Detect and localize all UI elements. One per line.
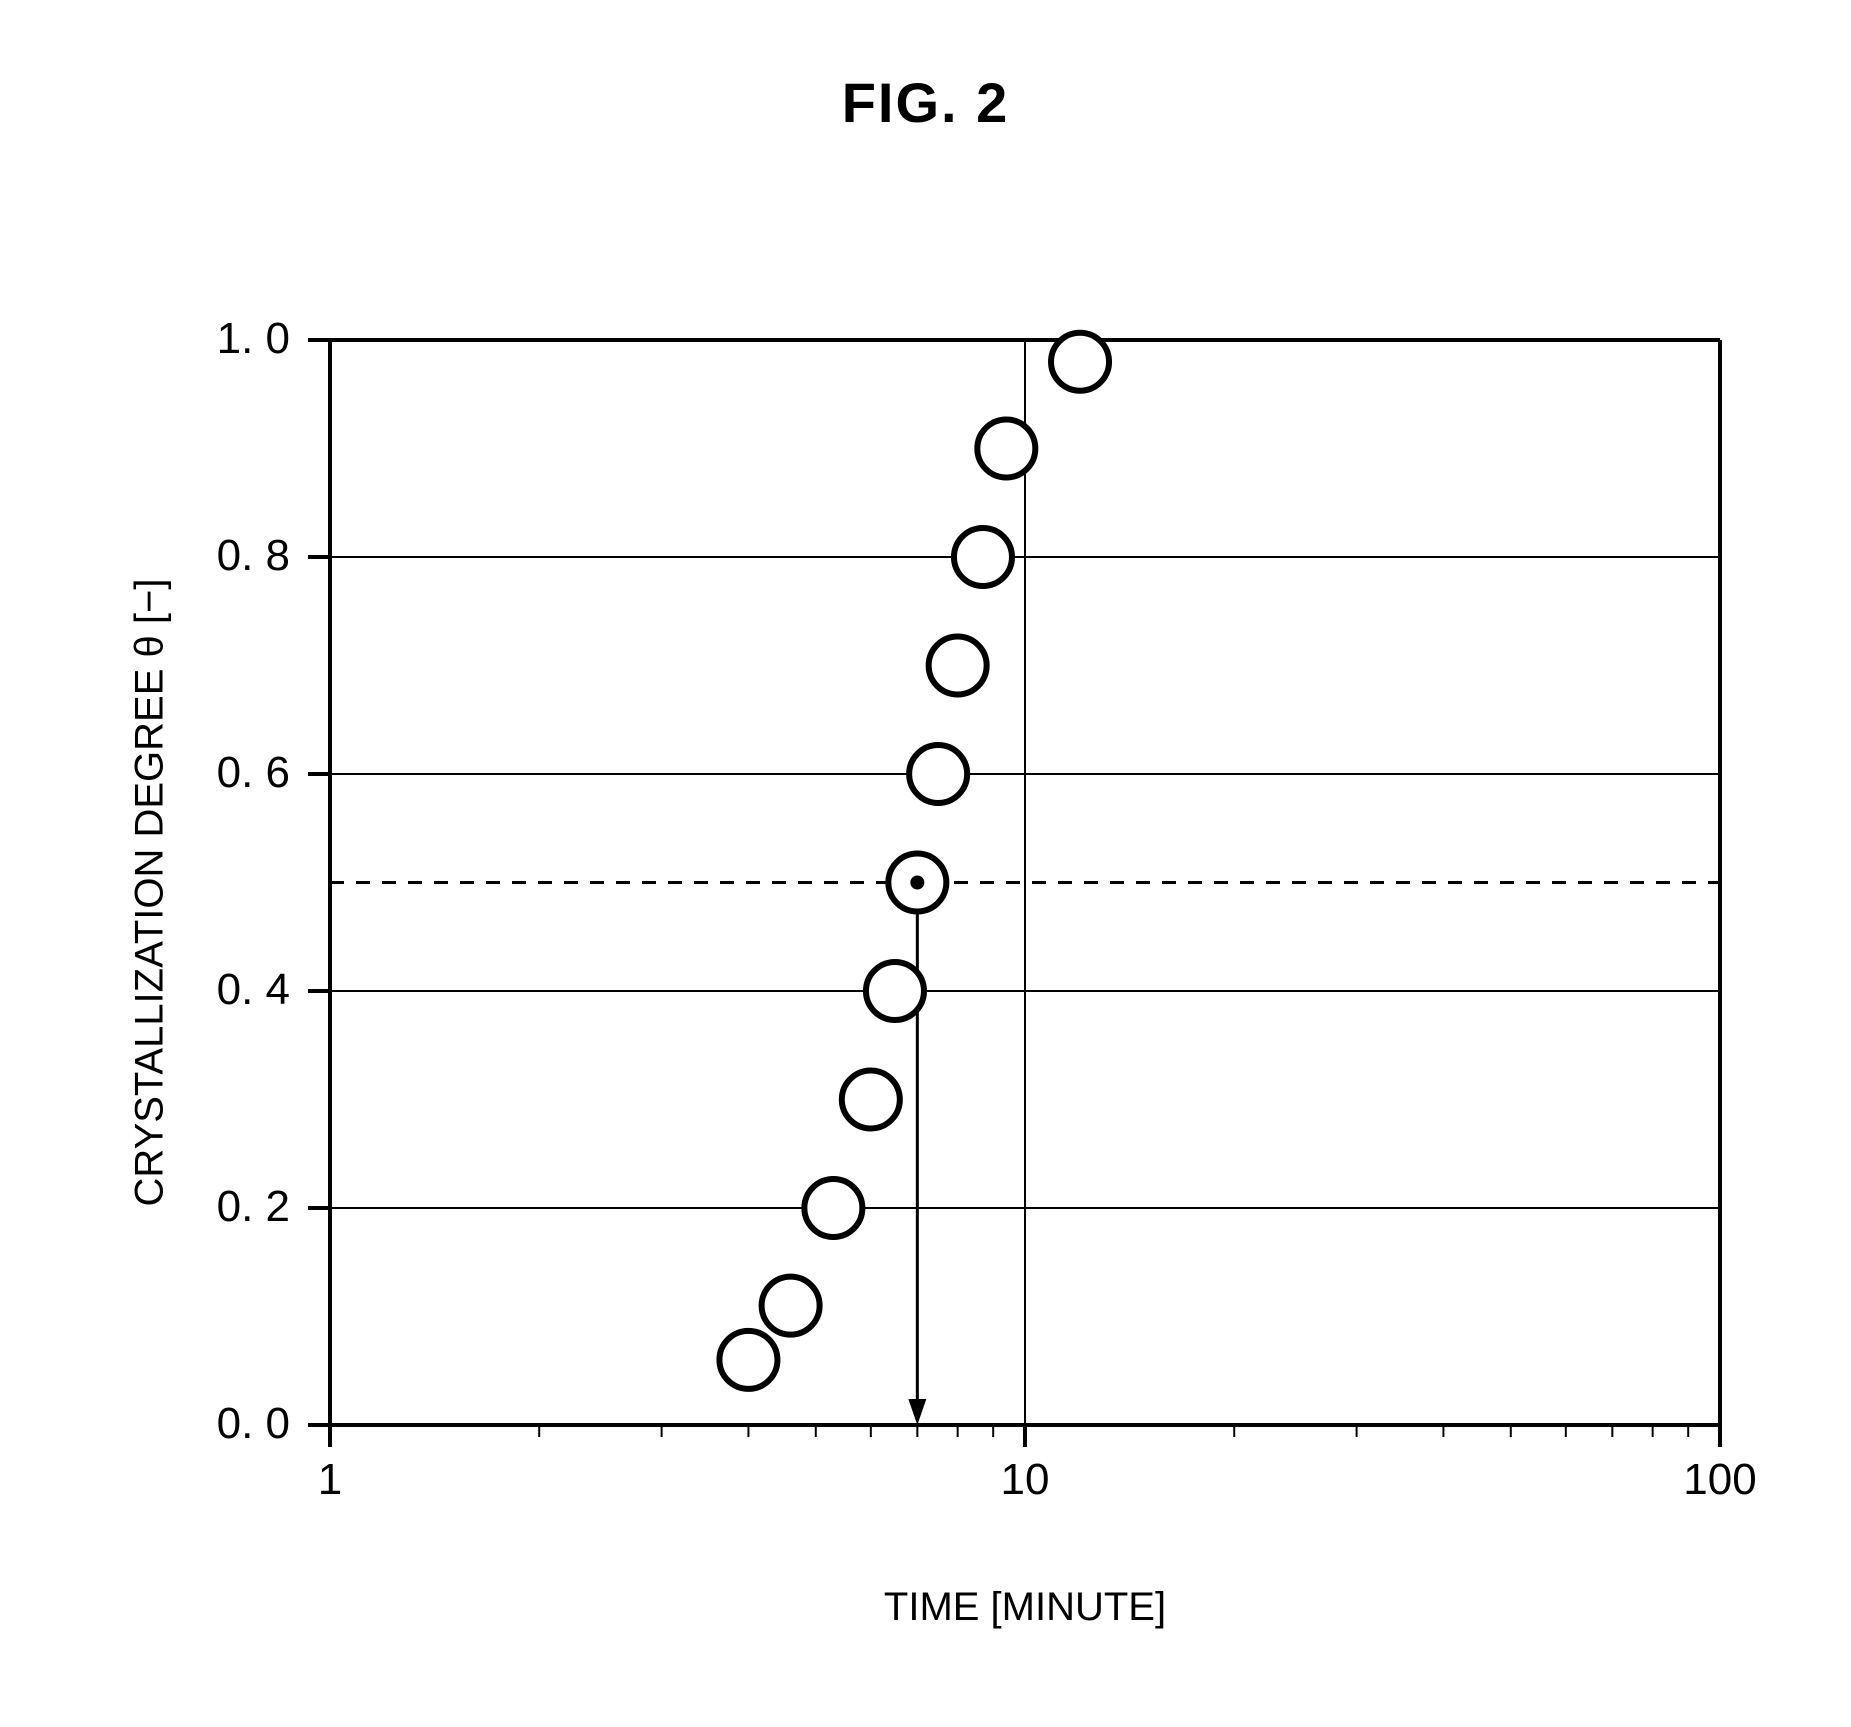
data-point <box>842 1071 900 1129</box>
data-point <box>909 745 967 803</box>
data-point <box>866 962 924 1020</box>
y-tick-label: 0. 0 <box>150 1399 290 1449</box>
data-point <box>977 420 1035 478</box>
y-tick-label: 0. 8 <box>150 531 290 581</box>
data-point <box>1051 333 1109 391</box>
data-point <box>929 637 987 695</box>
x-tick-label: 10 <box>945 1455 1105 1505</box>
y-tick-label: 1. 0 <box>150 314 290 364</box>
data-point <box>719 1331 777 1389</box>
data-point <box>762 1277 820 1335</box>
y-tick-label: 0. 2 <box>150 1182 290 1232</box>
x-tick-label: 100 <box>1640 1455 1800 1505</box>
y-tick-label: 0. 4 <box>150 965 290 1015</box>
data-point <box>804 1179 862 1237</box>
x-tick-label: 1 <box>250 1455 410 1505</box>
page: { "figure_title": "FIG. 2", "chart": { "… <box>0 0 1851 1727</box>
y-tick-label: 0. 6 <box>150 748 290 798</box>
data-point <box>954 528 1012 586</box>
